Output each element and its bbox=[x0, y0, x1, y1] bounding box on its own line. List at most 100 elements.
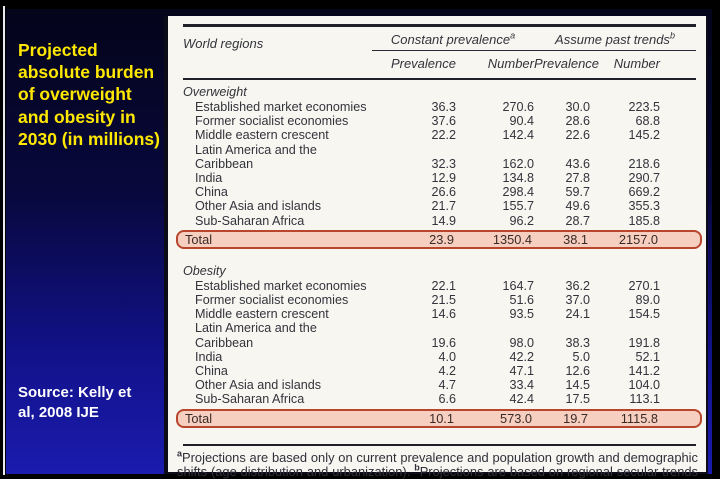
value-cell: 52.1 bbox=[635, 349, 660, 364]
total-label: Total bbox=[185, 231, 213, 247]
value-cell: 22.6 bbox=[565, 128, 590, 143]
value-cell: 669.2 bbox=[628, 185, 660, 200]
value-cell: 290.7 bbox=[628, 171, 660, 186]
footnote-marker-b: b bbox=[669, 30, 675, 41]
value-cell: 24.1 bbox=[565, 307, 590, 322]
section-gap bbox=[168, 428, 706, 438]
value-cell: 59.7 bbox=[565, 185, 590, 200]
footnote-marker-a: a bbox=[510, 30, 516, 41]
value-cell: 223.5 bbox=[628, 100, 660, 114]
value-cell: 113.1 bbox=[629, 392, 660, 407]
table-footnotes: aProjections are based only on current p… bbox=[177, 449, 698, 479]
total-label: Total bbox=[185, 410, 213, 426]
table-header-rule bbox=[183, 77, 696, 80]
total-value-cell: 2157.0 bbox=[618, 231, 658, 247]
value-cell: 21.7 bbox=[431, 199, 456, 214]
table-row: Latin America and the Caribbean 32.3 162.0… bbox=[183, 143, 696, 171]
value-cell: 142.4 bbox=[502, 128, 534, 143]
col-header-number-1: Number bbox=[487, 55, 534, 71]
value-cell: 134.8 bbox=[502, 171, 534, 186]
col-group-constant-prevalence: Constant prevalencea bbox=[372, 30, 534, 51]
total-value-cell: 19.7 bbox=[563, 410, 588, 426]
value-cell: 42.2 bbox=[509, 349, 534, 364]
region-label: Latin America and the Caribbean bbox=[195, 321, 317, 350]
table-row: China 26.6 298.4 59.7 669.2 bbox=[183, 185, 696, 199]
region-label: Former socialist economies bbox=[195, 114, 349, 129]
value-cell: 355.3 bbox=[628, 199, 660, 214]
total-value-cell: 1115.8 bbox=[620, 410, 658, 426]
total-row: Total 10.1 573.0 19.7 1115.8 bbox=[176, 408, 702, 428]
region-label: Other Asia and islands bbox=[195, 199, 322, 214]
region-label: India bbox=[195, 171, 223, 186]
col-group-assume-past-trends: Assume past trendsb bbox=[534, 30, 696, 51]
table-row: India 4.0 42.2 5.0 52.1 bbox=[183, 350, 696, 364]
value-cell: 37.0 bbox=[565, 293, 590, 308]
value-cell: 12.9 bbox=[431, 171, 456, 186]
value-cell: 164.7 bbox=[502, 278, 534, 293]
total-value-cell: 573.0 bbox=[499, 410, 532, 426]
value-cell: 14.9 bbox=[431, 213, 456, 228]
value-cell: 47.1 bbox=[509, 364, 534, 379]
value-cell: 68.8 bbox=[635, 114, 660, 129]
table-bottom-rule bbox=[183, 443, 696, 447]
total-value-cell: 38.1 bbox=[563, 231, 588, 247]
value-cell: 185.8 bbox=[628, 213, 660, 228]
section-label: Obesity bbox=[183, 263, 226, 278]
slide-title: Projected absolute burden of overweight … bbox=[18, 40, 160, 149]
table-row: Established market economies 36.3 270.6 30.… bbox=[183, 100, 696, 114]
table-row: China 4.2 47.1 12.6 141.2 bbox=[183, 364, 696, 378]
value-cell: 33.4 bbox=[509, 378, 534, 393]
region-label: China bbox=[195, 185, 228, 200]
region-label: Former socialist economies bbox=[195, 293, 349, 308]
table-row: Former socialist economies 37.6 90.4 28.6 68… bbox=[183, 114, 696, 128]
table-row: Middle eastern crescent 22.2 142.4 22.6 145.… bbox=[183, 128, 696, 142]
total-value-cell: 23.9 bbox=[429, 231, 454, 247]
value-cell: 191.8 bbox=[628, 335, 660, 350]
value-cell: 28.7 bbox=[565, 213, 590, 228]
table-row: Sub-Saharan Africa 14.9 96.2 28.7 185.8 bbox=[183, 214, 696, 228]
value-cell: 90.4 bbox=[509, 114, 534, 129]
value-cell: 19.6 bbox=[431, 335, 456, 350]
region-label: Other Asia and islands bbox=[195, 378, 322, 393]
col-header-prevalence-1: Prevalence bbox=[390, 55, 456, 71]
value-cell: 37.6 bbox=[431, 114, 456, 129]
value-cell: 43.6 bbox=[565, 156, 590, 171]
col-header-number-2: Number bbox=[613, 55, 660, 71]
col-header-prevalence-2: Prevalence bbox=[534, 55, 600, 71]
value-cell: 98.0 bbox=[509, 335, 534, 350]
region-label: Sub-Saharan Africa bbox=[195, 392, 305, 407]
value-cell: 4.2 bbox=[438, 364, 456, 379]
value-cell: 22.1 bbox=[431, 278, 456, 293]
table-row: Other Asia and islands 21.7 155.7 49.6 355.3 bbox=[183, 199, 696, 213]
table-top-rule bbox=[183, 24, 696, 27]
value-cell: 14.6 bbox=[431, 307, 456, 322]
region-label: India bbox=[195, 349, 223, 364]
value-cell: 4.0 bbox=[438, 349, 456, 364]
value-cell: 51.6 bbox=[509, 293, 534, 308]
total-row: Total 23.9 1350.4 38.1 2157.0 bbox=[176, 229, 702, 249]
table-row: Sub-Saharan Africa 6.6 42.4 17.5 113.1 bbox=[183, 392, 696, 406]
value-cell: 32.3 bbox=[431, 156, 456, 171]
region-label: Middle eastern crescent bbox=[195, 128, 329, 143]
value-cell: 36.3 bbox=[431, 100, 456, 114]
value-cell: 30.0 bbox=[565, 100, 590, 114]
value-cell: 5.0 bbox=[572, 349, 590, 364]
value-cell: 298.4 bbox=[502, 185, 534, 200]
table-row: Former socialist economies 21.5 51.6 37.0 89… bbox=[183, 293, 696, 307]
table-row: Established market economies 22.1 164.7 36.… bbox=[183, 279, 696, 293]
value-cell: 155.7 bbox=[502, 199, 534, 214]
region-label: Sub-Saharan Africa bbox=[195, 213, 305, 228]
col-header-world-regions: World regions bbox=[183, 35, 264, 51]
region-label: Latin America and the Caribbean bbox=[195, 142, 317, 171]
value-cell: 141.2 bbox=[628, 364, 660, 379]
value-cell: 270.6 bbox=[502, 100, 534, 114]
value-cell: 28.6 bbox=[565, 114, 590, 129]
table-row: India 12.9 134.8 27.8 290.7 bbox=[183, 171, 696, 185]
value-cell: 4.7 bbox=[438, 378, 456, 393]
value-cell: 162.0 bbox=[502, 156, 534, 171]
value-cell: 26.6 bbox=[431, 185, 456, 200]
table-row: Middle eastern crescent 14.6 93.5 24.1 154.5 bbox=[183, 307, 696, 321]
value-cell: 14.5 bbox=[565, 378, 590, 393]
value-cell: 145.2 bbox=[628, 128, 660, 143]
